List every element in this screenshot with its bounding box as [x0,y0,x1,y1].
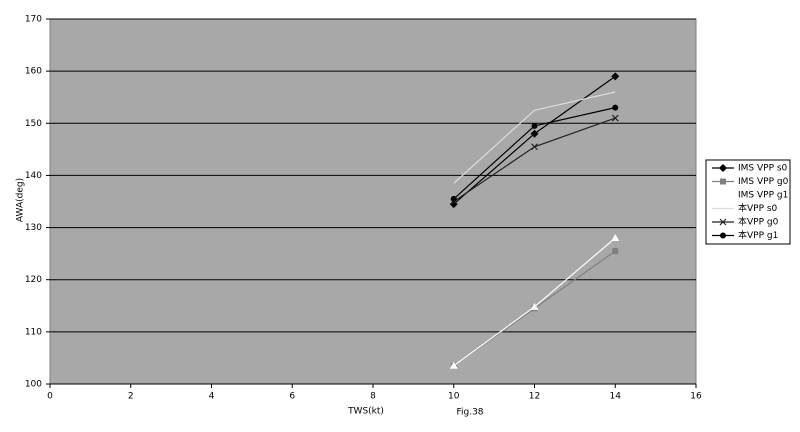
series-line [453,91,616,184]
x-tick-label: 12 [529,392,540,402]
legend-label: 本VPP g0 [738,216,779,228]
legend-label: 本VPP g1 [738,229,778,241]
y-tick-label: 110 [25,327,42,337]
marker [611,72,620,81]
y-tick-label: 150 [25,119,42,129]
y-tick-label: 120 [25,275,42,285]
marker [449,361,458,369]
legend-label: IMS VPP g1 [738,191,788,201]
x-tick-label: 6 [289,392,295,402]
x-tick-label: 16 [690,392,702,402]
marker [530,129,539,138]
legend-marker [720,232,726,239]
marker [612,248,619,255]
legend-marker [719,164,727,172]
legend-label: 本VPP s0 [738,202,778,214]
legend-marker [719,191,727,198]
x-tick-label: 4 [209,392,215,402]
x-tick-label: 10 [448,392,460,402]
legend-label: IMS VPP s0 [738,164,788,174]
marker [611,114,619,122]
plot-area [49,18,697,385]
marker [531,122,538,129]
y-axis-label: AWA(deg) [16,178,26,222]
marker [611,234,620,241]
y-tick-label: 140 [25,171,42,181]
marker [449,200,458,209]
x-tick-label: 8 [370,392,376,402]
legend-marker [720,178,726,185]
legend-box [705,159,791,245]
marker [530,302,539,310]
y-tick-label: 160 [25,67,42,77]
legend-marker [719,218,727,226]
marker [531,143,538,151]
y-tick-label: 130 [25,223,42,233]
marker [450,195,457,202]
y-tick-label: 170 [25,15,42,25]
x-tick-label: 14 [610,392,622,402]
x-tick-label: 2 [128,392,134,402]
x-axis-label: TWS(kt) [347,407,384,417]
legend-label: IMS VPP g0 [738,177,789,187]
caption: Fig.38 [456,408,483,418]
x-tick-label: 0 [47,392,53,402]
y-tick-label: 100 [25,380,42,390]
marker [612,104,619,111]
